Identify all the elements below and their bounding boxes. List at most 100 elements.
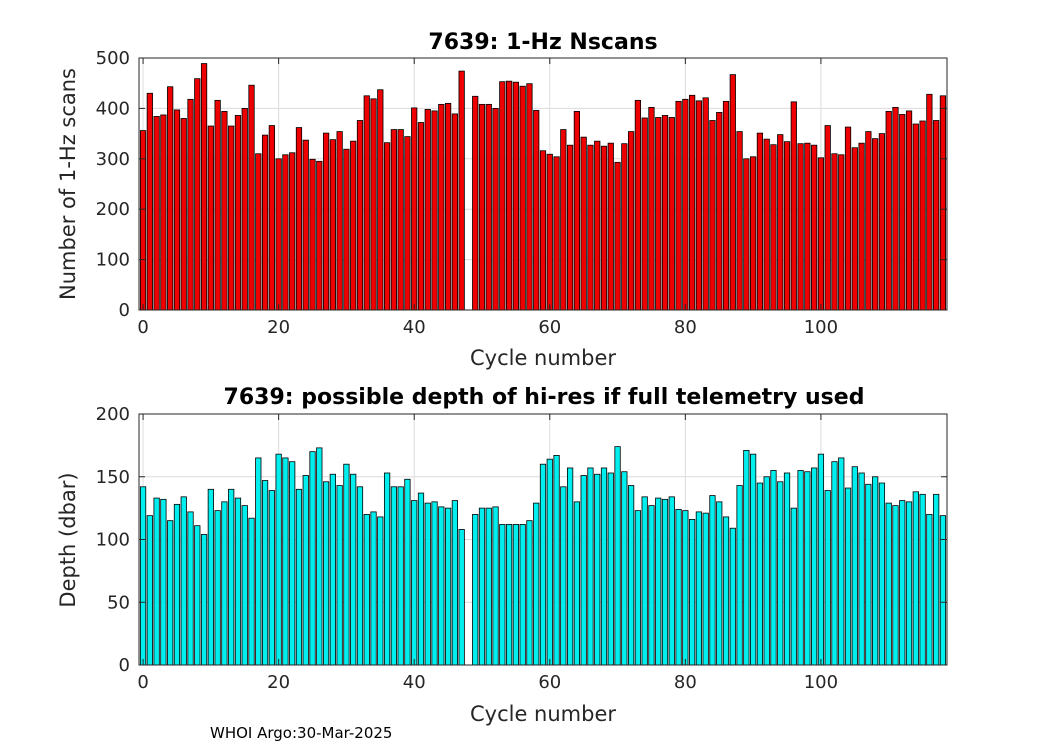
nscans-bar: [790, 101, 797, 311]
nscans-ticks: 0 20 40 60 80 100 0 100 200 300 400 500: [96, 48, 947, 338]
depth-x-tick-label: 80: [674, 672, 697, 693]
depth-bar: [668, 496, 675, 666]
nscans-bar: [377, 89, 384, 311]
nscans-bar: [763, 138, 770, 311]
nscans-y-tick-label: 200: [96, 199, 130, 220]
nscans-bar: [838, 154, 845, 311]
depth-bar: [485, 507, 492, 666]
depth-bar: [350, 473, 357, 666]
nscans-bar: [472, 95, 479, 311]
depth-bar: [885, 502, 892, 666]
depth-bar: [417, 492, 425, 666]
depth-bar: [804, 471, 811, 666]
nscans-bar: [268, 125, 275, 311]
depth-bar: [275, 453, 282, 666]
depth-bar: [926, 514, 933, 666]
nscans-bar: [878, 133, 886, 311]
nscans-bar: [221, 111, 228, 311]
nscans-bar: [777, 134, 784, 311]
nscans-bar: [302, 139, 309, 311]
nscans-bar: [214, 99, 221, 311]
depth-bar: [573, 501, 580, 666]
depth-bar: [560, 486, 567, 666]
nscans-bar: [661, 115, 669, 311]
nscans-bars: [139, 63, 947, 311]
nscans-x-tick-label: 60: [538, 317, 561, 338]
nscans-bar: [539, 150, 547, 311]
depth-bar: [553, 455, 560, 666]
depth-bar: [526, 520, 533, 666]
depth-bar: [153, 497, 160, 666]
nscans-bar: [282, 154, 289, 311]
nscans-bar: [356, 120, 364, 311]
nscans-bar: [580, 136, 587, 311]
nscans-x-tick-label: 100: [804, 317, 838, 338]
nscans-bar: [573, 111, 580, 311]
nscans-bar: [322, 132, 330, 311]
nscans-bar: [729, 74, 736, 311]
depth-ticks: 0 20 40 60 80 100 0 50 100 150 200: [96, 404, 947, 693]
depth-y-axis-label: Depth (dbar): [56, 472, 80, 607]
nscans-bar: [587, 144, 594, 311]
depth-x-tick-label: 20: [267, 672, 290, 693]
depth-bar: [872, 476, 879, 666]
depth-bar: [329, 473, 336, 666]
depth-bar: [783, 472, 791, 666]
nscans-bar: [478, 103, 486, 311]
depth-bar: [682, 510, 689, 666]
depth-bar: [756, 482, 764, 666]
nscans-bar: [390, 129, 397, 311]
depth-bar: [472, 514, 479, 666]
depth-bar: [729, 527, 736, 666]
nscans-x-tick-label: 80: [674, 317, 697, 338]
depth-bar: [370, 511, 377, 666]
depth-bar: [919, 493, 926, 666]
depth-bar: [797, 470, 804, 666]
nscans-bar: [905, 110, 913, 311]
footer-credit: WHOI Argo:30-Mar-2025: [210, 724, 393, 742]
nscans-bar: [709, 120, 716, 311]
depth-bar: [302, 475, 309, 666]
depth-bar: [675, 508, 682, 666]
nscans-bar: [234, 115, 242, 311]
nscans-bar: [844, 126, 852, 311]
nscans-bar: [689, 94, 696, 311]
nscans-bar: [512, 81, 519, 311]
depth-bar: [533, 502, 540, 666]
depth-bar: [214, 510, 221, 666]
nscans-bar: [546, 153, 553, 311]
depth-chart-title: 7639: possible depth of hi-res if full t…: [224, 385, 865, 410]
nscans-bar: [160, 114, 167, 311]
nscans-chart: 7639: 1-Hz Nscans 0 20 40 60 80 100 0 100 200 300…: [56, 30, 948, 370]
nscans-bar: [207, 125, 214, 311]
depth-x-axis-label: Cycle number: [470, 702, 616, 726]
depth-bar: [444, 507, 452, 666]
depth-bar: [607, 472, 614, 666]
depth-bar: [628, 485, 635, 666]
nscans-bar: [641, 117, 648, 311]
depth-bar: [709, 495, 716, 666]
nscans-bar: [343, 148, 350, 311]
depth-bar: [363, 514, 370, 666]
depth-bar: [600, 467, 608, 666]
nscans-bar: [817, 157, 825, 311]
nscans-bar: [167, 86, 174, 311]
depth-bar: [228, 488, 235, 666]
nscans-bar: [397, 129, 404, 311]
nscans-bar: [492, 108, 499, 311]
depth-bar: [519, 524, 526, 666]
depth-x-tick-label: 100: [804, 672, 838, 693]
nscans-bar: [634, 99, 642, 311]
depth-bar: [722, 516, 730, 666]
nscans-x-tick-label: 40: [403, 317, 426, 338]
depth-x-tick-label: 60: [538, 672, 561, 693]
depth-bar: [167, 520, 174, 666]
depth-bar: [899, 500, 906, 666]
depth-bar: [234, 497, 242, 666]
depth-bar: [824, 490, 831, 666]
nscans-bar: [716, 112, 723, 311]
nscans-bar: [146, 92, 153, 311]
depth-bar: [377, 516, 384, 666]
depth-bar: [750, 453, 757, 666]
nscans-chart-title: 7639: 1-Hz Nscans: [428, 30, 657, 55]
